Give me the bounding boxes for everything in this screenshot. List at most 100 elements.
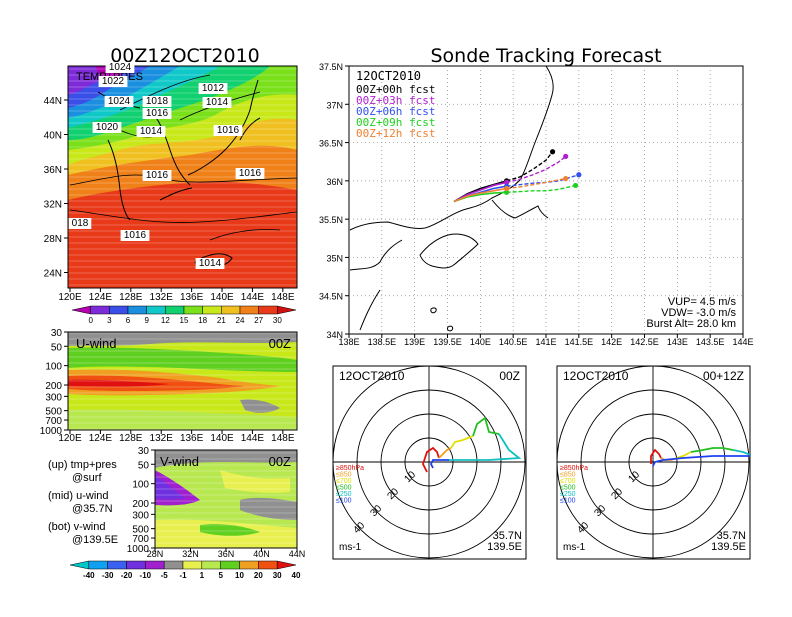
isobar-label-box [98,76,128,87]
x-tick-label: 138E [338,337,359,347]
u-wind-label: U-wind [76,336,116,351]
y-tick-label: 24N [44,269,62,280]
isobar-label-box [105,62,135,73]
colorbar-label: 15 [180,316,189,325]
v-wind-time: 00Z [269,454,291,469]
isobar-label-box [136,126,166,137]
isobar-label-box [235,168,265,179]
colorbar-swatch [163,560,184,570]
isobar-label: 1022 [102,76,125,87]
colorbar-swatch [71,305,91,315]
hodograph-level-label: ≤500 [336,485,352,492]
colorbar-swatch [201,560,221,570]
x-tick-label: 139E [404,337,425,347]
colorbar-swatch [126,560,146,570]
x-tick-label: 142E [601,337,622,347]
hodograph-trace [422,446,440,473]
hodograph-trace [438,447,452,459]
x-tick-label: 143E [667,337,688,347]
x-tick-label: 140E [210,433,234,444]
x-tick-label: 144E [732,337,753,347]
isobar-label: 1016 [146,108,169,119]
x-tick-label: 28N [147,549,164,559]
y-tick-label: 44N [44,96,62,107]
isobar-label: 1012 [202,83,225,94]
hodograph-level-label: ≤850 [336,472,352,479]
colorbar-label: 10 [235,571,244,580]
hodograph-trace [732,449,750,456]
temp-map-x-ticks: 120E 124E 128E 132E 136E 140E 144E 148E [58,288,295,303]
y-tick-label: 28N [44,234,62,245]
x-tick-label: 136E [180,433,204,444]
colorbar-swatch [165,305,185,315]
hodograph-lon: 139.5E [711,541,746,553]
x-tick-label: 132E [150,433,174,444]
hodograph-level-label: ≤250 [336,491,352,498]
colorbar-label: -40 [83,571,95,580]
y-tick-label: 36N [326,177,343,187]
track-line-descent [506,151,554,182]
track-legend-entry: 00Z+00h fcst [356,83,435,96]
hodograph-frame [332,365,527,560]
hodograph-level-label: ≤100 [336,498,352,505]
track-burst-point [504,189,510,195]
x-tick-label: 120E [58,292,82,303]
track-legend-entry: 00Z+09h fcst [356,116,435,129]
x-tick-label: 136E [180,292,204,303]
x-tick-label: 138.5E [368,337,397,347]
note-line1: (mid) u-wind [48,490,109,502]
colorbar-swatch [90,305,110,315]
hodograph-trace [676,451,692,459]
y-tick-label: 200 [132,499,149,510]
track-vup: VUP= 4.5 m/s [668,296,737,308]
hodograph-level-label: ≤500 [560,485,576,492]
isobar-label-box [142,108,172,119]
colorbar-label: 20 [254,571,263,580]
colorbar-swatch [220,560,240,570]
hodograph-trace [450,435,474,449]
isobar-label-box [142,96,172,107]
isobar-label-box [120,230,150,241]
x-tick-label: 144E [241,433,265,444]
colorbar-label: 18 [198,316,207,325]
colorbar-swatch [109,305,129,315]
colorbar-label: 40 [292,571,301,580]
track-legend-entry: 00Z+06h fcst [356,105,435,118]
u-wind-time: 00Z [269,336,291,351]
x-tick-label: 132E [150,292,174,303]
track-title: Sonde Tracking Forecast [430,45,661,67]
colorbar-label: 1 [200,571,205,580]
x-tick-label: 32N [182,549,199,559]
legend-notes: (up) tmp+pres@surf (mid) u-wind@35.7N (bot… [48,459,118,546]
isobar-label: 1016 [239,168,262,179]
colorbar-label: -5 [161,571,169,580]
track-vdw: VDW= -3.0 m/s [661,307,736,319]
y-tick-label: 300 [132,510,149,521]
track-line-descent [506,177,566,190]
temp-map-frame [67,65,298,289]
colorbar-label: 9 [144,316,149,325]
y-tick-label: 30 [51,328,63,339]
colorbar-swatch [221,305,241,315]
track-line-descent [506,184,576,194]
note-line1: (up) tmp+pres [48,459,117,471]
colorbar-swatch [276,560,297,570]
isobar-label-box [68,218,92,229]
y-tick-label: 36N [44,165,62,176]
y-tick-label: 500 [132,525,149,536]
x-tick-label: 44N [289,549,306,559]
track-burst-point [504,185,510,192]
isobar-label-box [213,125,243,136]
isobar-label-box [195,258,225,269]
colorbar-swatch [277,305,297,315]
isobar-label: 1014 [206,97,229,108]
isobar-label-box [104,96,134,107]
temp-map-title: 00Z12OCT2010 [110,45,260,67]
isobar-label-box [92,122,122,133]
colorbar-label: 3 [107,316,112,325]
v-wind-label: V-wind [160,454,199,469]
hodograph-trace [650,448,662,464]
colorbar-swatch [107,560,127,570]
